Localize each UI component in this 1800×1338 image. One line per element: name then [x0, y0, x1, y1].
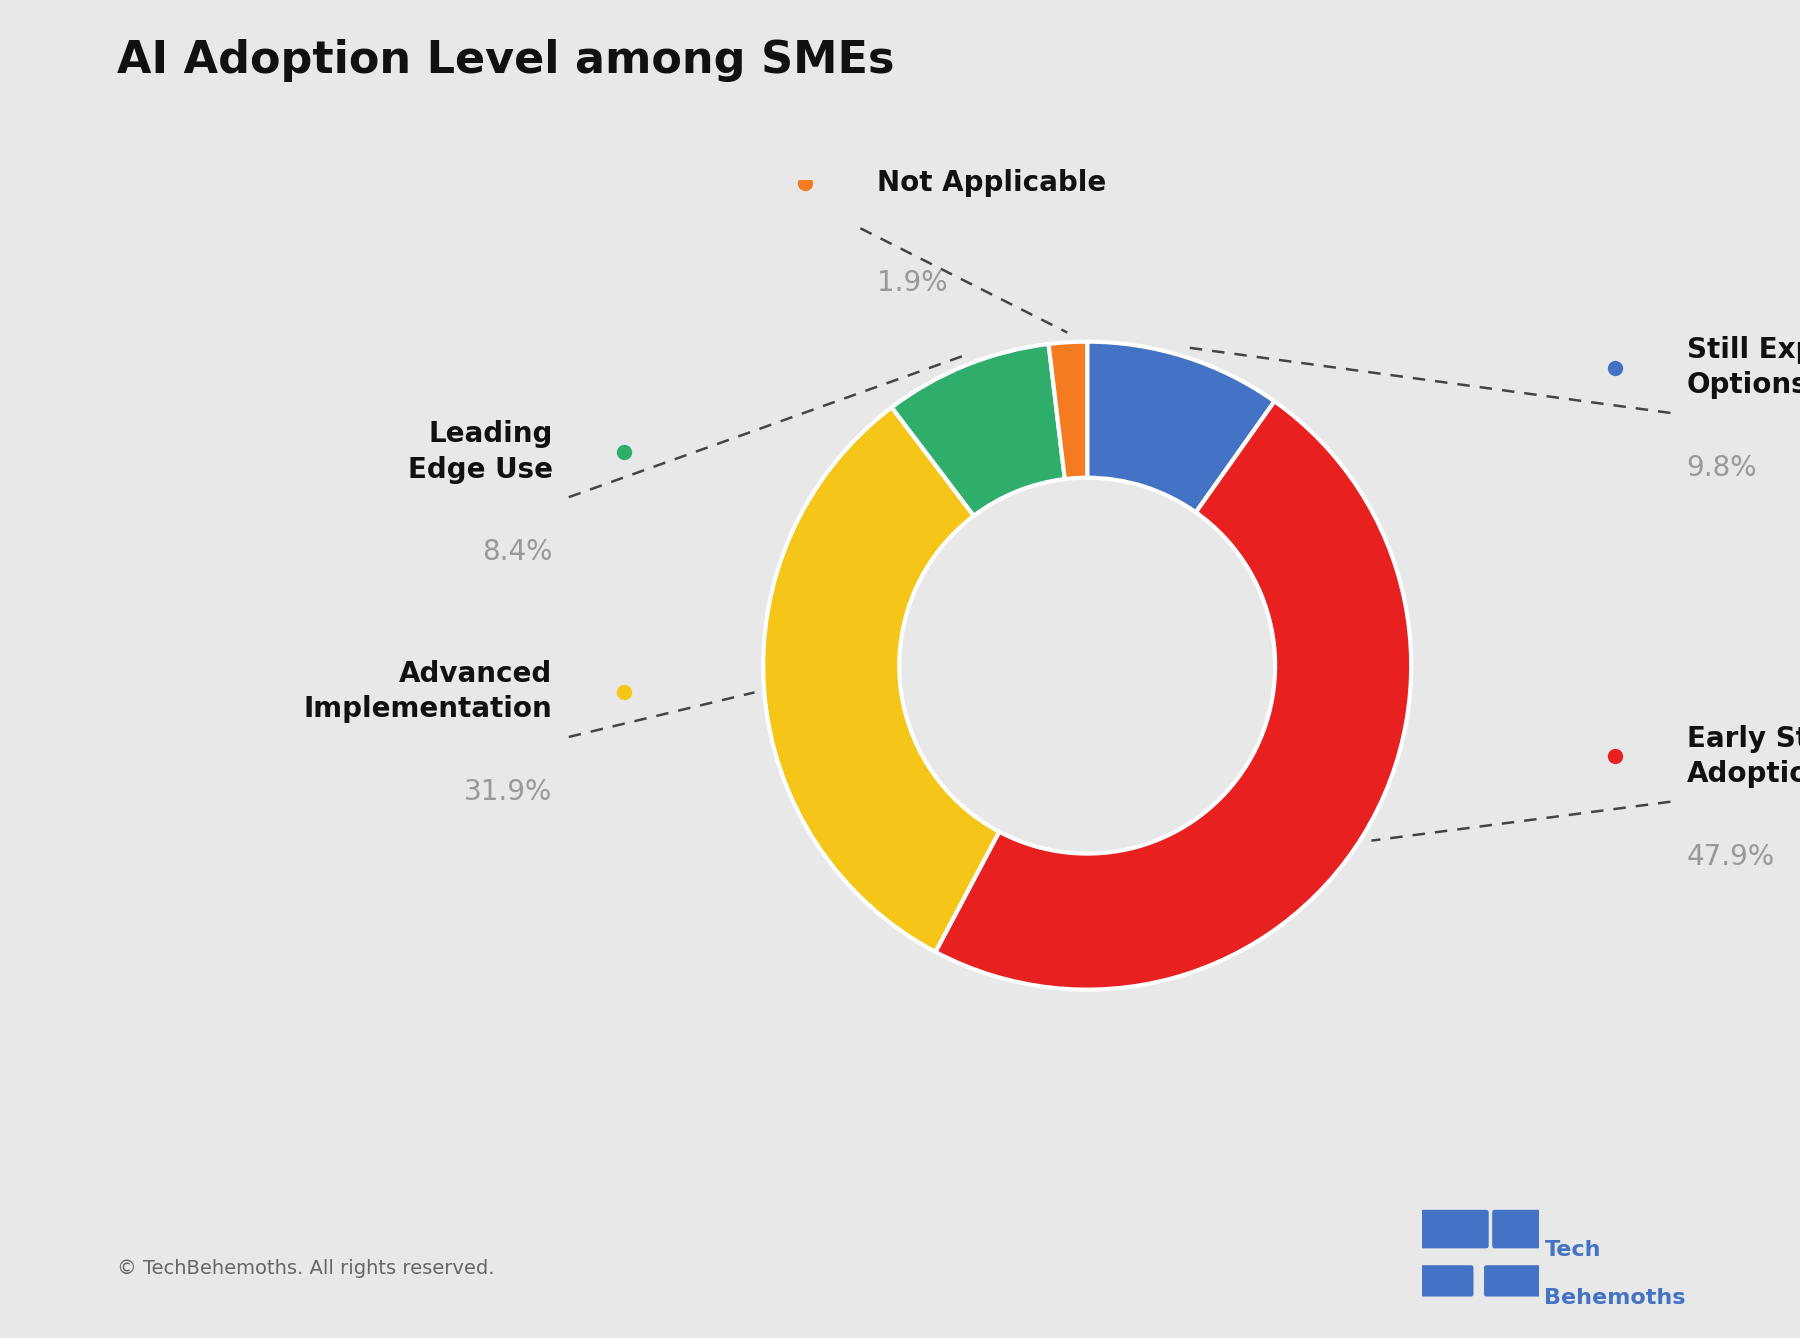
Text: 1.9%: 1.9%: [877, 269, 947, 297]
Text: 9.8%: 9.8%: [1687, 454, 1757, 482]
Text: 8.4%: 8.4%: [482, 538, 553, 566]
Text: Tech: Tech: [1544, 1240, 1600, 1259]
FancyBboxPatch shape: [1420, 1266, 1474, 1297]
Text: Early Stages of
Adoption: Early Stages of Adoption: [1687, 724, 1800, 788]
FancyBboxPatch shape: [1420, 1210, 1489, 1248]
FancyBboxPatch shape: [1422, 1251, 1539, 1263]
FancyBboxPatch shape: [1483, 1266, 1541, 1297]
FancyBboxPatch shape: [1422, 1315, 1539, 1321]
Wedge shape: [891, 344, 1066, 516]
Text: 47.9%: 47.9%: [1687, 843, 1775, 871]
Text: 31.9%: 31.9%: [464, 777, 553, 805]
Text: Not Applicable: Not Applicable: [877, 169, 1105, 197]
Text: AI Adoption Level among SMEs: AI Adoption Level among SMEs: [117, 39, 895, 82]
Text: Advanced
Implementation: Advanced Implementation: [304, 660, 553, 724]
Text: Still Exploring
Options: Still Exploring Options: [1687, 336, 1800, 400]
Wedge shape: [936, 401, 1411, 990]
Text: © TechBehemoths. All rights reserved.: © TechBehemoths. All rights reserved.: [117, 1259, 495, 1278]
FancyBboxPatch shape: [1492, 1210, 1541, 1248]
Wedge shape: [1049, 341, 1087, 479]
Wedge shape: [1087, 341, 1274, 512]
Text: Leading
Edge Use: Leading Edge Use: [407, 420, 553, 483]
FancyBboxPatch shape: [1422, 1302, 1539, 1314]
Text: Behemoths: Behemoths: [1544, 1288, 1687, 1307]
Wedge shape: [763, 407, 999, 951]
